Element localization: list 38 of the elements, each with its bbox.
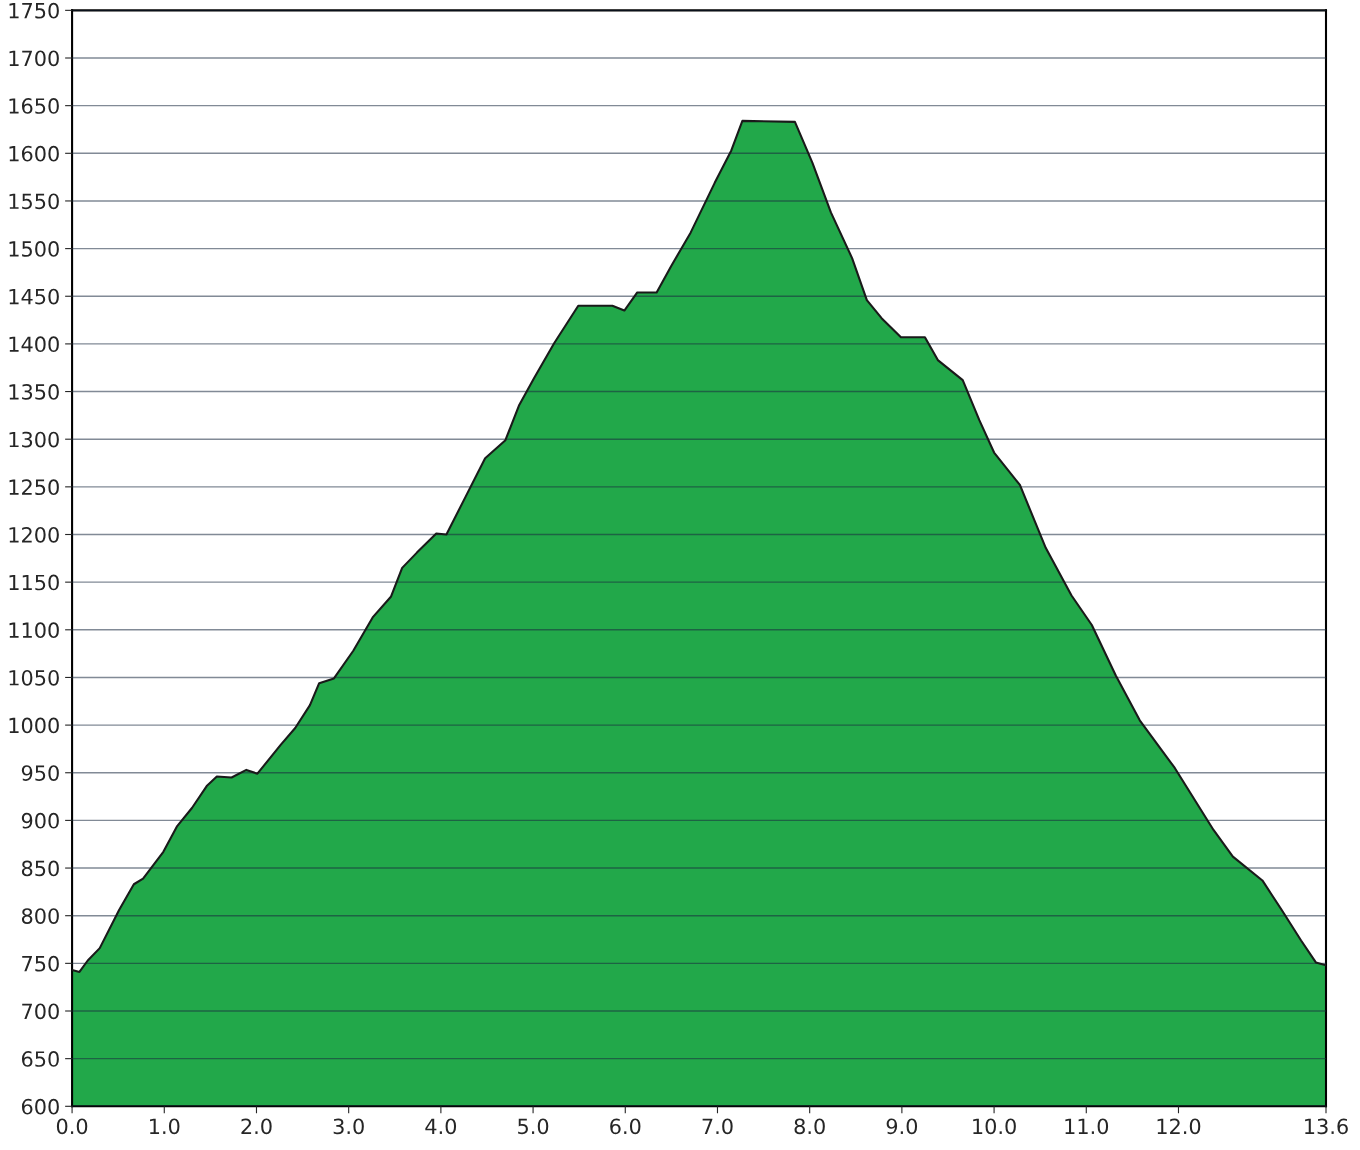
y-tick-label: 850 xyxy=(21,860,59,877)
x-tick-label: 2.0 xyxy=(241,1118,272,1135)
y-tick-label: 1450 xyxy=(9,288,59,305)
y-tick-label: 1600 xyxy=(9,145,59,162)
y-tick-label: 1350 xyxy=(9,384,59,400)
x-tick-label: 13.6 xyxy=(1305,1118,1348,1135)
x-tick-label: 3.0 xyxy=(333,1118,364,1135)
y-tick-label: 1650 xyxy=(9,98,59,114)
x-tick-label: 5.0 xyxy=(518,1118,549,1135)
x-tick-label: 9.0 xyxy=(886,1118,918,1135)
y-tick-label: 650 xyxy=(21,1051,59,1067)
y-tick-label: 1000 xyxy=(9,717,59,734)
x-tick-label: 12.0 xyxy=(1157,1118,1201,1135)
y-tick-label: 700 xyxy=(22,1003,59,1020)
y-tick-label: 1500 xyxy=(9,241,59,257)
y-tick-label: 800 xyxy=(21,908,59,924)
x-tick-label: 4.0 xyxy=(425,1118,457,1135)
y-tick-label: 1550 xyxy=(9,193,59,210)
y-tick-label: 1250 xyxy=(9,479,59,496)
y-tick-label: 1050 xyxy=(9,669,59,686)
y-tick-label: 750 xyxy=(22,955,59,972)
x-tick-label: 10.0 xyxy=(973,1118,1016,1135)
y-tick-label: 1700 xyxy=(9,50,59,67)
x-tick-label: 7.0 xyxy=(702,1118,733,1135)
y-tick-label: 600 xyxy=(21,1098,59,1115)
y-tick-label: 1100 xyxy=(9,622,59,639)
y-tick-label: 1750 xyxy=(9,2,59,19)
y-tick-label: 900 xyxy=(21,812,59,829)
x-tick-label: 0.0 xyxy=(56,1118,88,1135)
y-tick-label: 1200 xyxy=(9,526,59,543)
y-tick-label: 950 xyxy=(21,765,59,781)
y-tick-label: 1300 xyxy=(9,431,59,448)
x-tick-label: 6.0 xyxy=(610,1118,641,1135)
x-tick-label: 8.0 xyxy=(794,1118,825,1135)
x-tick-label: 1.0 xyxy=(150,1118,180,1135)
x-tick-label: 11.0 xyxy=(1065,1118,1109,1135)
y-tick-label: 1400 xyxy=(9,336,59,353)
y-tick-label: 1150 xyxy=(9,574,59,591)
